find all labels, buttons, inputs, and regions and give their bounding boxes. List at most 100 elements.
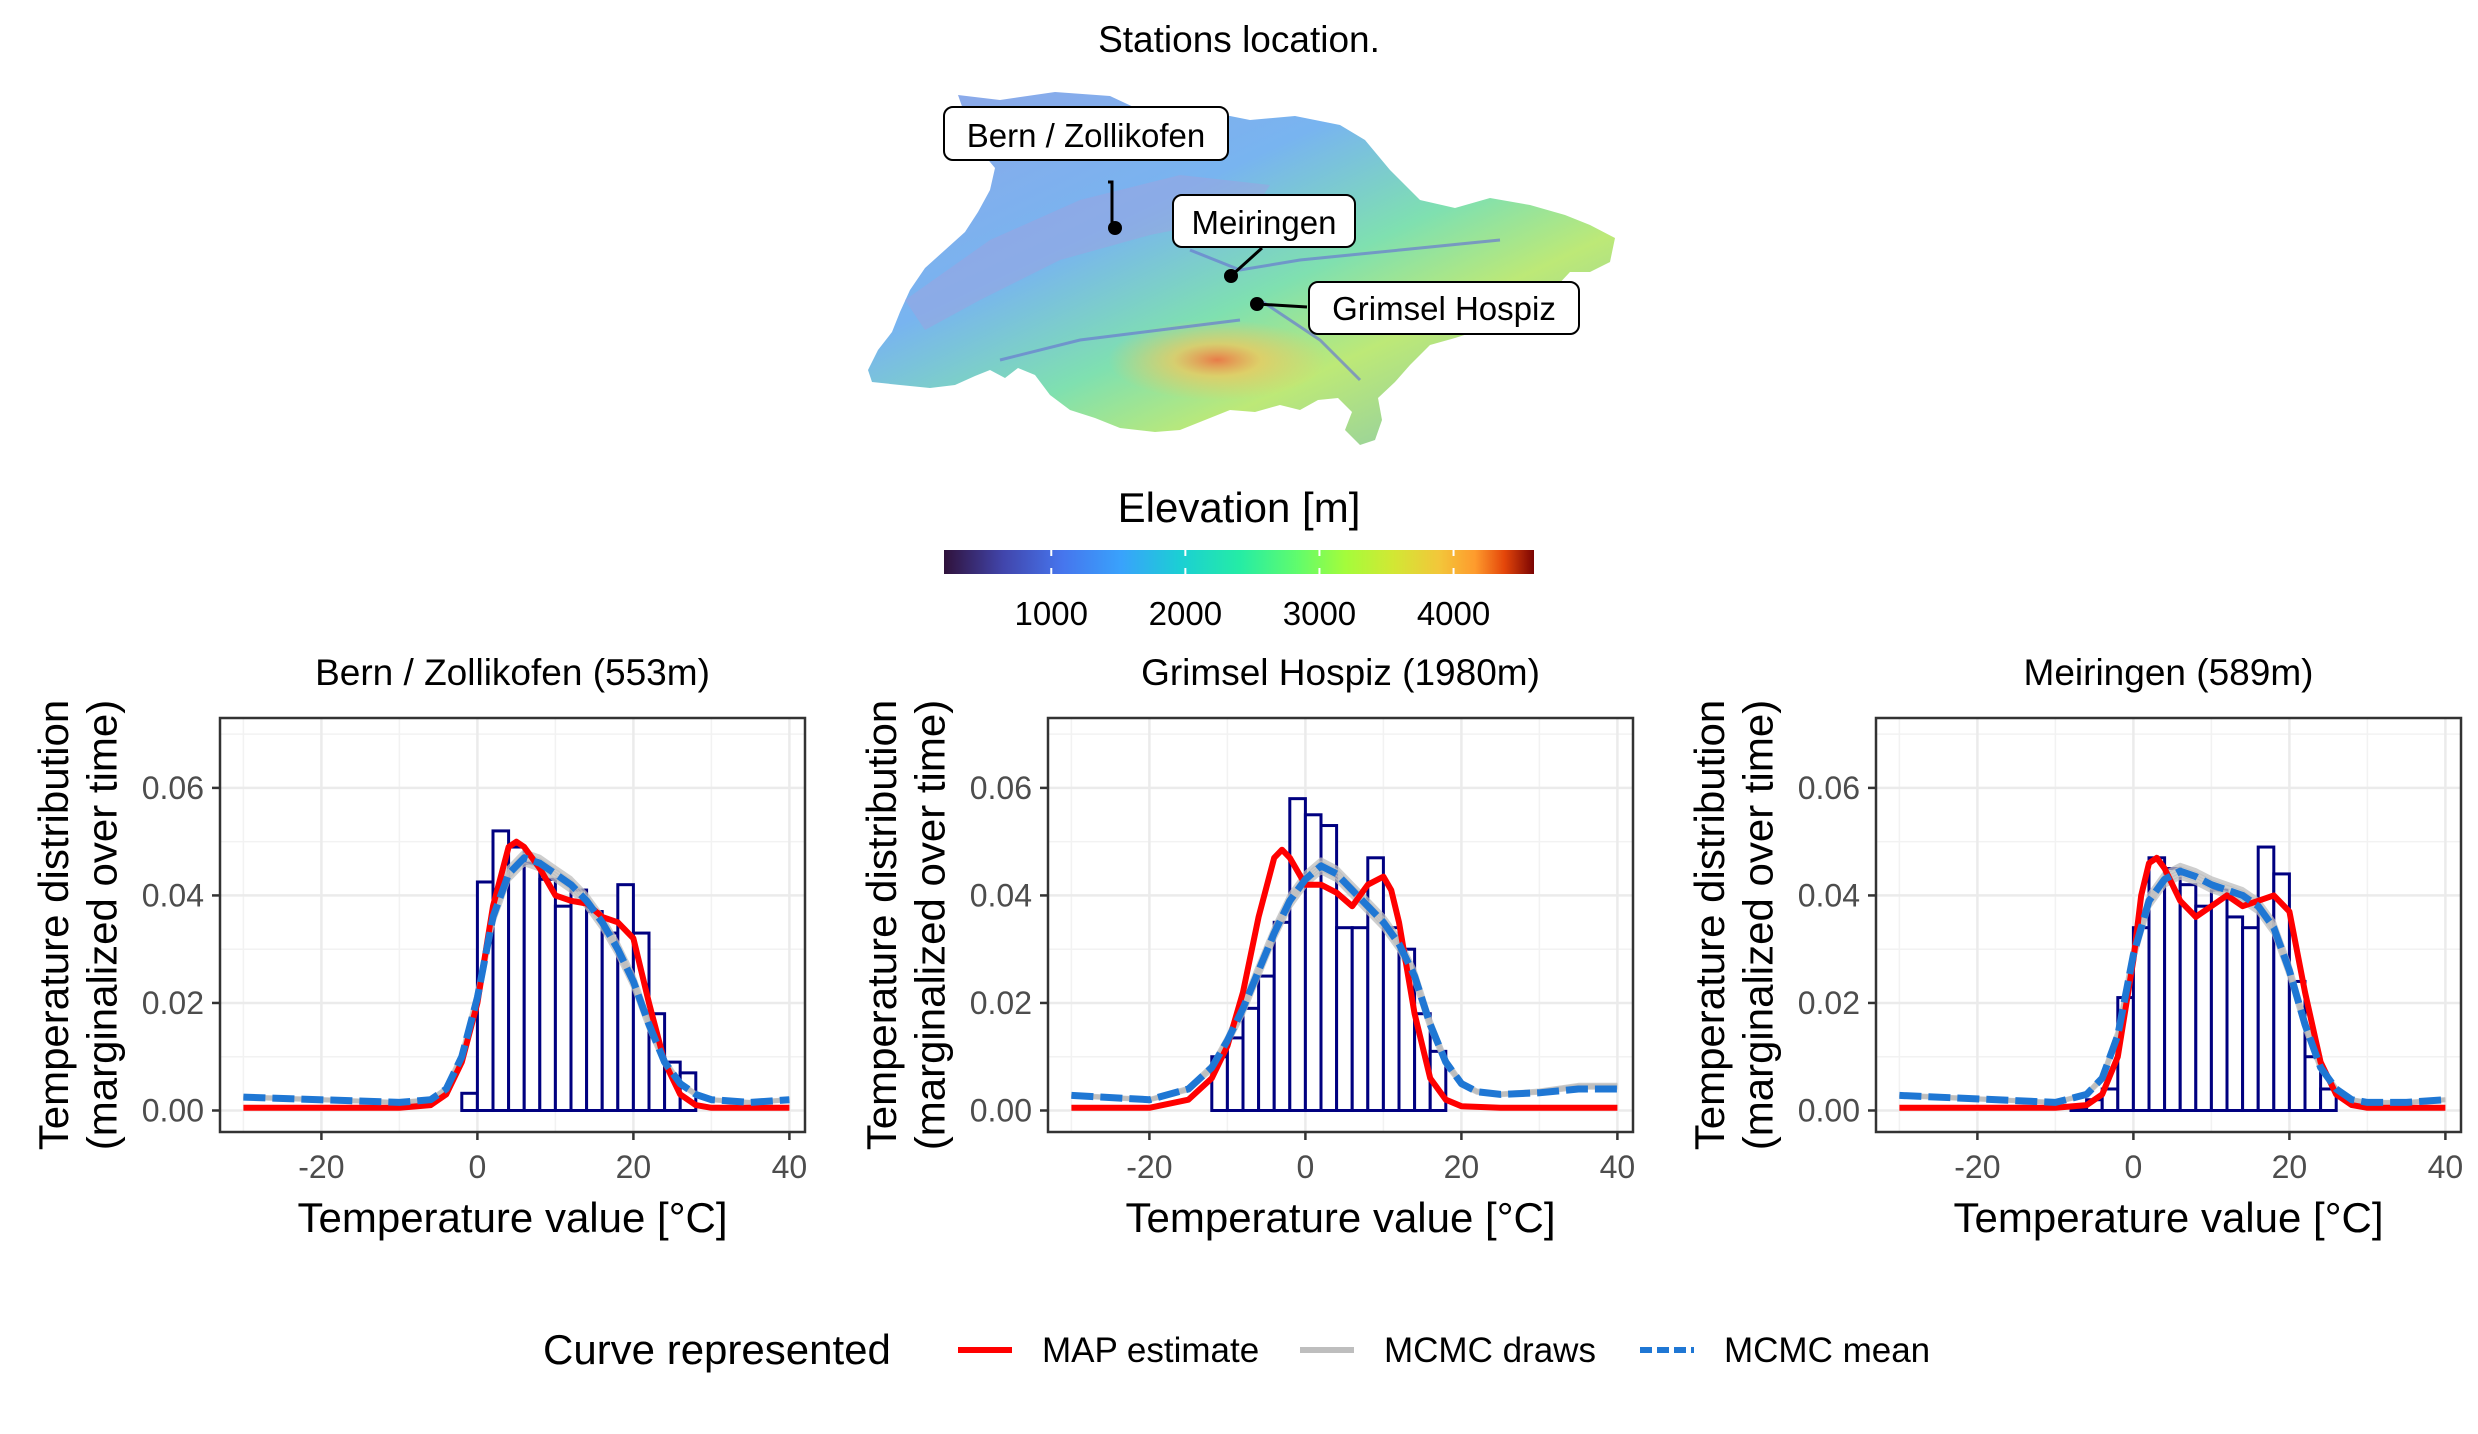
histogram-bar (585, 910, 604, 1112)
panel-border (218, 716, 807, 1134)
histogram-bar (1350, 926, 1370, 1112)
histogram-bar (2241, 926, 2260, 1112)
y-tick-label: 0.06 (142, 770, 204, 806)
legend-label-mcmc-draws: MCMC draws (1384, 1331, 1596, 1370)
histogram-panels: Bern / Zollikofen (553m) -20 0 20 40 0.00 0.02… (30, 652, 2463, 1241)
station-meiringen-label: Meiringen (1192, 204, 1337, 241)
legend-item-map-estimate: MAP estimate (958, 1331, 1259, 1370)
panel-title: Grimsel Hospiz (1980m) (1141, 652, 1540, 693)
panel-meiringen: Meiringen (589m) -20 0 20 40 0.00 0.02 0.04 0.06… (1686, 652, 2463, 1241)
histogram-bar (2225, 915, 2245, 1112)
histogram-bar (2194, 904, 2213, 1112)
histogram-bar (1335, 926, 1354, 1112)
y-tick-label: 0.02 (1798, 985, 1860, 1021)
x-tick-label: 40 (772, 1149, 808, 1185)
series-mcmc-mean-line (1899, 867, 2446, 1106)
legend-label-mcmc-mean: MCMC mean (1724, 1331, 1930, 1370)
histogram-bar (538, 877, 557, 1112)
y-tick-label: 0.00 (1798, 1092, 1860, 1128)
histogram-bar (1381, 926, 1401, 1112)
x-axis-label: Temperature value [°C] (1954, 1194, 2384, 1241)
histogram-bar (600, 931, 620, 1112)
legend-item-mcmc-draws: MCMC draws (1300, 1331, 1596, 1370)
colorbar-gradient (944, 550, 1534, 574)
legend-label-map-estimate: MAP estimate (1042, 1331, 1259, 1370)
histogram-bar (507, 845, 526, 1112)
histogram-bar (1366, 856, 1385, 1112)
colorbar-tick-label-0: 1000 (1015, 595, 1088, 632)
panel-title: Meiringen (589m) (2024, 652, 2314, 693)
elevation-colorbar: Elevation [m] 1000 2000 3000 4000 (944, 484, 1534, 632)
station-grimsel-label: Grimsel Hospiz (1332, 290, 1556, 327)
x-tick-label: 0 (469, 1149, 487, 1185)
y-tick-label: 0.02 (970, 985, 1032, 1021)
station-bern[interactable]: Bern / Zollikofen (943, 106, 1229, 235)
y-tick-label: 0.06 (1798, 770, 1860, 806)
station-meiringen-point (1224, 269, 1238, 283)
station-bern-point (1108, 221, 1122, 235)
x-tick-label: 20 (2272, 1149, 2308, 1185)
histogram-bar (2303, 1055, 2323, 1112)
histogram-bar (616, 883, 635, 1112)
valley-lines (999, 238, 1501, 382)
map-title: Stations location. (1098, 19, 1380, 60)
histogram-bar (522, 861, 542, 1112)
station-grimsel-label-box (1308, 281, 1580, 335)
x-tick-label: -20 (1954, 1149, 2000, 1185)
station-meiringen-label-box (1172, 194, 1356, 248)
y-tick-label: 0.00 (142, 1092, 204, 1128)
station-meiringen[interactable]: Meiringen (1172, 194, 1356, 283)
series-mcmc-mean-line (243, 854, 790, 1106)
histogram-bar (1288, 797, 1307, 1112)
x-axis-label: Temperature value [°C] (298, 1194, 728, 1241)
x-tick-label: 40 (2428, 1149, 2464, 1185)
x-tick-label: -20 (1126, 1149, 1172, 1185)
station-markers: Bern / Zollikofen Meiringen Grimsel Hosp… (943, 106, 1580, 335)
station-bern-label-box (943, 106, 1229, 161)
y-tick-label: 0.02 (142, 985, 204, 1021)
colorbar-tick-label-2: 3000 (1283, 595, 1356, 632)
y-axis-label-line: Temperature distribution (1686, 700, 1733, 1151)
series-mcmc-mean-line (1071, 862, 1618, 1104)
y-axis-label: Temperature distribution(marginalized ov… (30, 700, 125, 1151)
series-map-estimate-line (243, 838, 790, 1111)
histogram-bar (1225, 1036, 1245, 1112)
y-tick-label: 0.00 (970, 1092, 1032, 1128)
legend-title: Curve represented (543, 1326, 891, 1373)
panel-bern: Bern / Zollikofen (553m) -20 0 20 40 0.00 0.02… (30, 652, 807, 1241)
y-axis-label-line: Temperature distribution (30, 700, 77, 1151)
panel-title: Bern / Zollikofen (553m) (315, 652, 710, 693)
x-tick-label: 0 (2125, 1149, 2143, 1185)
legend-item-mcmc-mean: MCMC mean (1640, 1331, 1930, 1370)
series-map-estimate-line (1899, 854, 2446, 1111)
panel-border (1046, 716, 1635, 1134)
y-tick-label: 0.04 (142, 877, 204, 913)
y-tick-label: 0.06 (970, 770, 1032, 806)
histogram-bar (553, 904, 573, 1112)
histogram-bar (569, 888, 589, 1112)
colorbar-title: Elevation [m] (1118, 484, 1361, 531)
colorbar-tick-label-1: 2000 (1149, 595, 1222, 632)
y-tick-label: 0.04 (970, 877, 1032, 913)
histogram-bar (2319, 1087, 2338, 1112)
histogram-bar (1257, 974, 1276, 1112)
y-axis-label-line: (marginalized over time) (906, 700, 953, 1150)
x-axis-label: Temperature value [°C] (1126, 1194, 1556, 1241)
histogram-bar (2256, 845, 2276, 1112)
x-tick-label: -20 (298, 1149, 344, 1185)
x-tick-label: 20 (616, 1149, 652, 1185)
y-axis-label-line: Temperature distribution (858, 700, 905, 1151)
histogram-bar (460, 1091, 479, 1112)
legend: Curve represented MAP estimate MCMC draw… (543, 1326, 1930, 1373)
station-grimsel[interactable]: Grimsel Hospiz (1250, 281, 1580, 335)
y-axis-label: Temperature distribution(marginalized ov… (858, 700, 953, 1151)
colorbar-ticks: 1000 2000 3000 4000 (1015, 550, 1490, 632)
panel-border (1874, 716, 2463, 1134)
panel-grimsel: Grimsel Hospiz (1980m) -20 0 20 40 0.00 0.02 0.… (858, 652, 1635, 1241)
y-axis-label-line: (marginalized over time) (1734, 700, 1781, 1150)
y-tick-label: 0.04 (1798, 877, 1860, 913)
x-tick-label: 20 (1444, 1149, 1480, 1185)
histogram-bar (1241, 1006, 1261, 1112)
station-grimsel-point (1250, 297, 1264, 311)
